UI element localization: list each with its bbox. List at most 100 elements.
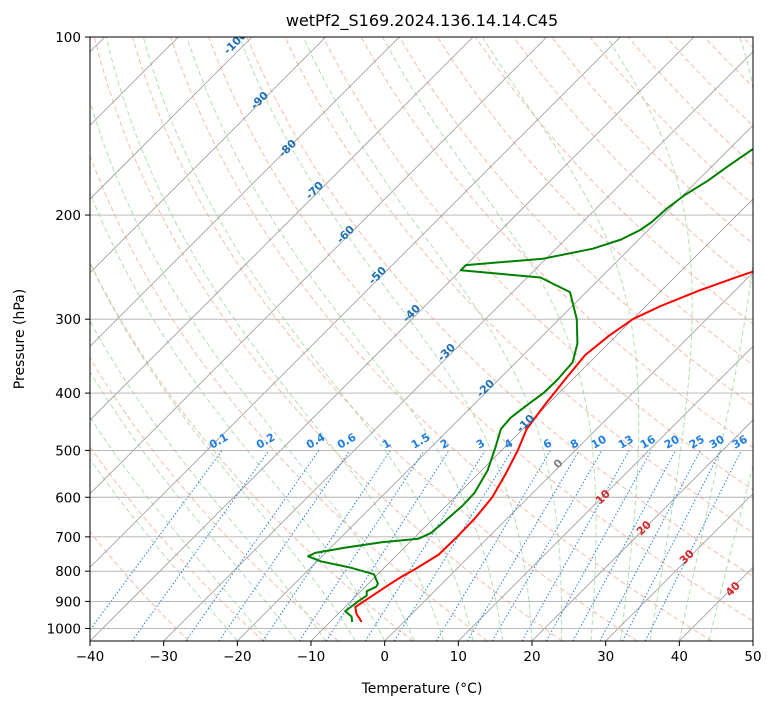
mixing-ratio-line [545,450,652,641]
isotherm-line [237,124,753,641]
isotherm-line [90,37,621,568]
moist-adiabat-line [708,464,753,641]
moist-adiabat-line [90,458,238,641]
dry-adiabat-line [284,37,753,534]
isotherm-label: -90 [248,89,271,112]
dry-adiabat-line [93,37,563,641]
moist-adiabat-label: 0 [551,456,566,471]
mixing-ratio-line [218,450,351,641]
isotherm-line [163,51,753,641]
isotherm-line [90,37,253,200]
isotherm-line [752,640,753,641]
dry-adiabat-line [90,154,488,641]
x-tick-label: −40 [76,649,105,665]
isotherm-label: -20 [474,377,497,400]
moist-adiabat-line [186,37,503,641]
dry-adiabat-line [90,261,414,641]
moist-adiabat-line [481,37,640,641]
dry-adiabat-line [703,37,753,88]
temperature-profile-line [354,270,753,623]
mixing-ratio-label: 2 [438,437,451,452]
isotherm-line [90,37,326,274]
x-tick-label: 0 [380,649,389,665]
isotherm-label: -30 [435,341,458,364]
mixing-ratio-line [364,450,486,641]
isotherm-label: -60 [334,223,357,246]
mixing-ratio-label: 36 [730,433,750,452]
mixing-ratio-line [621,450,722,641]
mixing-ratio-label: 25 [687,433,707,452]
mixing-ratio-label: 3 [474,437,487,452]
moist-adiabat-label: 30 [677,547,697,567]
isotherm-line [90,37,695,641]
plot-frame [89,36,754,642]
mixing-ratio-line [325,450,450,641]
dry-adiabat-line [475,37,753,325]
x-tick-label: 40 [671,649,688,665]
y-tick-label: 900 [55,594,81,610]
dry-adiabat-line [665,37,753,127]
y-axis: 100 200 300 400 500 600 700 800 900 1000 [47,30,90,637]
dewpoint-profile-line [307,147,753,623]
moist-adiabat-line [382,37,597,641]
isotherm-line [679,566,753,641]
moist-adiabat-line [678,37,753,641]
dry-adiabat-line [90,445,264,641]
mixing-ratio-label: 1 [380,437,393,452]
mixing-ratio-label: 8 [568,437,581,452]
mixing-ratio-line [262,450,391,641]
mixing-ratio-line [644,450,742,641]
dry-adiabat-line [170,37,712,641]
mixing-ratio-line [599,450,701,641]
isotherm-line [531,419,753,641]
x-tick-label: 10 [450,649,467,665]
moist-adiabat-line [90,416,268,641]
dry-adiabat-line [742,37,753,49]
isotherm-line [384,272,753,641]
isotherm-label: -10 [514,412,537,435]
plot-area: -100-90-80-70-60-50-40-30-20-100.1 0.2 0.4… [90,37,753,641]
x-tick-label: 50 [744,649,761,665]
y-tick-label: 200 [55,208,81,224]
dry-adiabat-line [90,357,339,641]
y-tick-label: 1000 [47,621,81,637]
isotherm-line [90,37,400,347]
mixing-ratio-lines [90,450,742,641]
chart-title: wetPf2_S169.2024.136.14.14.C45 [286,11,558,31]
dry-adiabat-line [436,37,753,366]
isotherm-line [90,37,474,421]
isotherm-label: -40 [400,302,423,325]
dry-adiabat-line [513,37,753,285]
y-tick-label: 800 [55,564,81,580]
moist-adiabat-line [105,37,445,641]
isotherm-label: -70 [303,179,326,202]
x-tick-label: −30 [149,649,178,665]
x-axis-label: Temperature (°C) [361,681,483,697]
mixing-ratio-line [521,450,630,641]
dry-adiabats [90,37,753,641]
profiles [307,147,753,623]
pressure-gridlines [90,37,753,629]
isotherm-line [605,493,753,641]
mixing-ratio-label: 16 [638,433,658,452]
moist-adiabat-line [90,261,356,641]
dry-adiabat-line [322,37,753,491]
isotherm-line [310,198,753,641]
x-tick-label: −20 [223,649,252,665]
x-tick-label: −10 [297,649,326,665]
mixing-ratio-label: 20 [662,433,682,452]
moist-adiabat-line [90,320,327,641]
mixing-ratio-line [393,450,513,641]
moist-adiabats [90,37,753,641]
x-tick-label: 30 [597,649,614,665]
isotherms [90,37,753,641]
mixing-ratio-line [491,450,603,641]
x-axis: −40 −30 −20 −10 0 10 20 30 40 50 [76,641,762,665]
mixing-ratio-label: 0.4 [304,430,328,451]
y-tick-label: 500 [55,443,81,459]
isotherm-line [458,345,753,641]
moist-adiabat-line [606,37,693,641]
mixing-ratio-line [90,450,223,631]
dry-adiabat-line [131,37,638,641]
dry-adiabat-line [90,530,190,641]
